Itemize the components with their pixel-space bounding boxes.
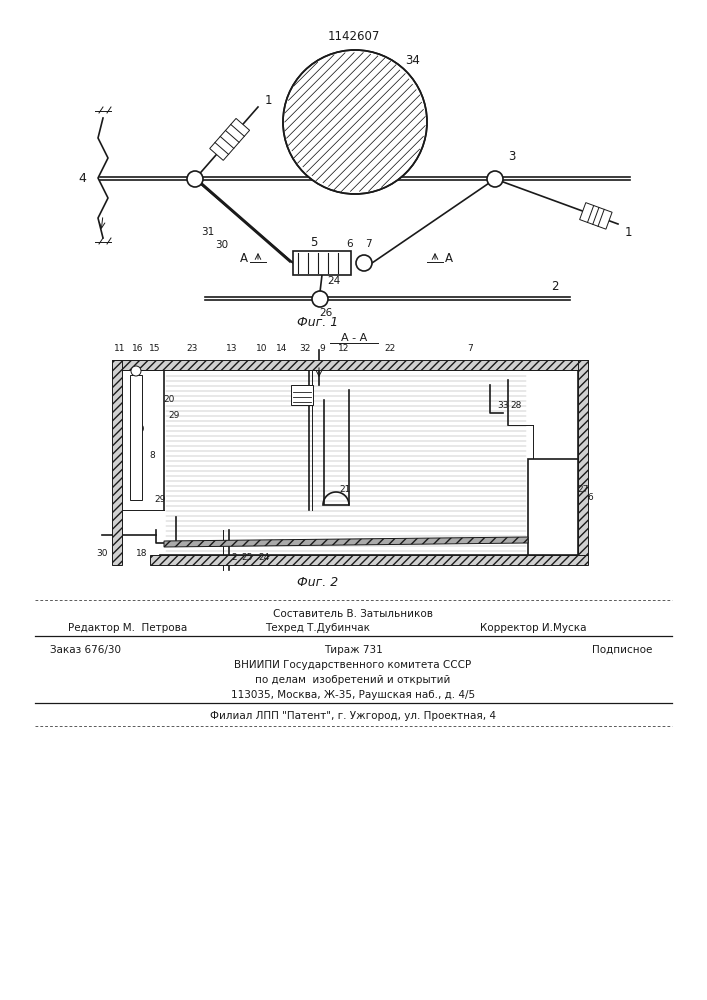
Text: 16: 16	[132, 344, 144, 353]
Text: 9: 9	[319, 344, 325, 353]
Text: 19: 19	[134, 426, 146, 434]
Polygon shape	[580, 203, 612, 229]
Text: 2: 2	[551, 279, 559, 292]
Text: 17: 17	[132, 385, 144, 394]
Bar	[112, 360, 588, 370]
Text: 11: 11	[115, 344, 126, 353]
Text: Тираж 731: Тираж 731	[324, 645, 382, 655]
Bar	[293, 251, 351, 275]
Circle shape	[487, 171, 503, 187]
Bar	[112, 360, 122, 565]
Bar	[291, 385, 313, 405]
Text: 20: 20	[163, 395, 175, 404]
Text: Подписное: Подписное	[592, 645, 652, 655]
Text: Техред Т.Дубинчак: Техред Т.Дубинчак	[265, 623, 370, 633]
Text: 10: 10	[256, 344, 268, 353]
Text: Фuг. 1: Фuг. 1	[298, 316, 339, 328]
Text: 33: 33	[497, 400, 509, 410]
Circle shape	[356, 255, 372, 271]
Text: 27: 27	[578, 486, 589, 494]
Text: А: А	[445, 251, 453, 264]
Bar	[578, 360, 588, 555]
Text: 14: 14	[276, 344, 288, 353]
Bar	[150, 555, 588, 565]
Text: 4: 4	[78, 172, 86, 184]
Text: 8: 8	[149, 450, 155, 460]
Text: 29: 29	[168, 410, 180, 420]
Text: А - А: А - А	[341, 333, 367, 343]
Text: 32: 32	[299, 344, 310, 353]
Text: 12: 12	[339, 344, 350, 353]
Text: ВНИИПИ Государственного комитета СССР: ВНИИПИ Государственного комитета СССР	[235, 660, 472, 670]
Text: 25: 25	[241, 552, 252, 562]
Text: Заказ 676/30: Заказ 676/30	[50, 645, 121, 655]
Text: 1: 1	[624, 227, 632, 239]
Text: 6: 6	[346, 239, 354, 249]
Text: Корректор И.Муска: Корректор И.Муска	[480, 623, 587, 633]
Text: 24: 24	[258, 552, 269, 562]
Text: 1142607: 1142607	[328, 30, 380, 43]
Text: 28: 28	[510, 400, 522, 410]
Text: А: А	[240, 251, 248, 264]
Circle shape	[131, 366, 141, 376]
Text: 3: 3	[508, 149, 515, 162]
Text: 22: 22	[385, 344, 396, 353]
Text: Фuг. 2: Фuг. 2	[298, 576, 339, 589]
Text: 29: 29	[154, 495, 165, 504]
Text: 1: 1	[264, 94, 271, 106]
Text: 15: 15	[149, 344, 160, 353]
Bar	[528, 459, 578, 555]
Circle shape	[312, 291, 328, 307]
Text: Составитель В. Затыльников: Составитель В. Затыльников	[273, 609, 433, 619]
Text: 113035, Москва, Ж-35, Раушская наб., д. 4/5: 113035, Москва, Ж-35, Раушская наб., д. …	[231, 690, 475, 700]
Text: 7: 7	[365, 239, 371, 249]
Text: 26: 26	[320, 308, 332, 318]
Polygon shape	[164, 537, 528, 547]
Text: 6: 6	[587, 492, 593, 502]
Polygon shape	[210, 118, 250, 160]
Text: 21: 21	[339, 486, 351, 494]
Text: Филиал ЛПП "Патент", г. Ужгород, ул. Проектная, 4: Филиал ЛПП "Патент", г. Ужгород, ул. Про…	[210, 711, 496, 721]
Text: 7: 7	[467, 344, 473, 353]
Text: 24: 24	[327, 276, 341, 286]
Text: 13: 13	[226, 344, 238, 353]
Bar	[130, 375, 142, 500]
Text: по делам  изобретений и открытий: по делам изобретений и открытий	[255, 675, 450, 685]
Text: 23: 23	[187, 344, 198, 353]
Text: 30: 30	[216, 240, 228, 250]
Text: Редактор М.  Петрова: Редактор М. Петрова	[68, 623, 187, 633]
Text: 30: 30	[96, 548, 107, 558]
Text: 2: 2	[231, 552, 237, 562]
Text: 18: 18	[136, 548, 148, 558]
Text: 5: 5	[310, 236, 317, 249]
Text: 31: 31	[201, 227, 215, 237]
Circle shape	[187, 171, 203, 187]
Circle shape	[283, 50, 427, 194]
Text: 34: 34	[406, 53, 421, 66]
